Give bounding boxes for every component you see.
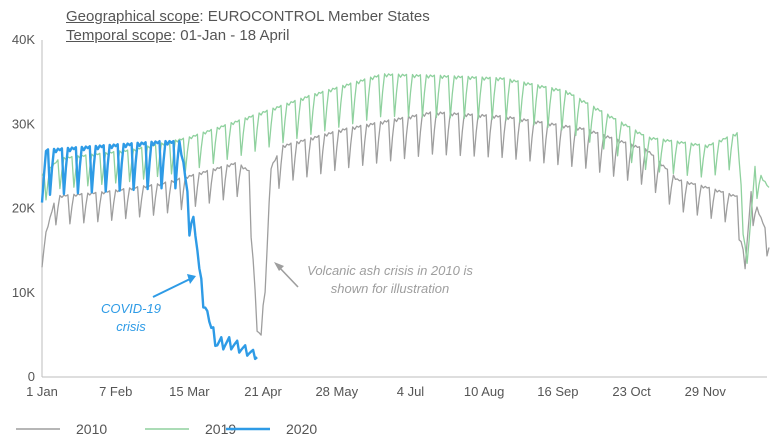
temporal-scope-value: : 01-Jan - 18 April	[171, 27, 290, 44]
x-tick-label: 23 Oct	[612, 384, 651, 399]
x-tick-label: 7 Feb	[99, 384, 132, 399]
series-line-2019	[41, 73, 770, 264]
y-tick-label: 40K	[12, 32, 35, 47]
covid-annotation-text: crisis	[116, 319, 146, 334]
legend-label-2019: 2019	[205, 421, 236, 437]
x-tick-label: 4 Jul	[397, 384, 425, 399]
legend-label-2020: 2020	[286, 421, 317, 437]
y-tick-label: 0	[28, 369, 35, 384]
x-tick-label: 21 Apr	[244, 384, 282, 399]
covid-annotation-text: COVID-19	[101, 301, 161, 316]
x-tick-label: 1 Jan	[26, 384, 58, 399]
geographical-scope-value: : EUROCONTROL Member States	[199, 8, 430, 25]
temporal-scope: Temporal scope: 01-Jan - 18 April	[66, 27, 289, 44]
y-tick-label: 20K	[12, 201, 35, 216]
volcanic-arrow-shaft	[277, 265, 299, 288]
covid-arrow-head	[187, 274, 196, 284]
x-tick-label: 16 Sep	[537, 384, 578, 399]
y-tick-label: 10K	[12, 285, 35, 300]
x-tick-label: 15 Mar	[169, 384, 210, 399]
covid-arrow-shaft	[152, 278, 191, 298]
x-tick-label: 29 Nov	[685, 384, 727, 399]
geographical-scope-label: Geographical scope	[66, 8, 200, 25]
volcanic-annotation-text: shown for illustration	[331, 281, 450, 296]
series-line-2020	[40, 139, 258, 361]
x-tick-label: 10 Aug	[464, 384, 505, 399]
y-tick-label: 30K	[12, 116, 35, 131]
volcanic-arrow-head	[274, 262, 284, 271]
geographical-scope: Geographical scope: EUROCONTROL Member S…	[66, 8, 430, 25]
legend-label-2010: 2010	[76, 421, 107, 437]
temporal-scope-label: Temporal scope	[66, 27, 172, 44]
volcanic-annotation-text: Volcanic ash crisis in 2010 is	[307, 263, 473, 278]
x-tick-label: 28 May	[315, 384, 358, 399]
